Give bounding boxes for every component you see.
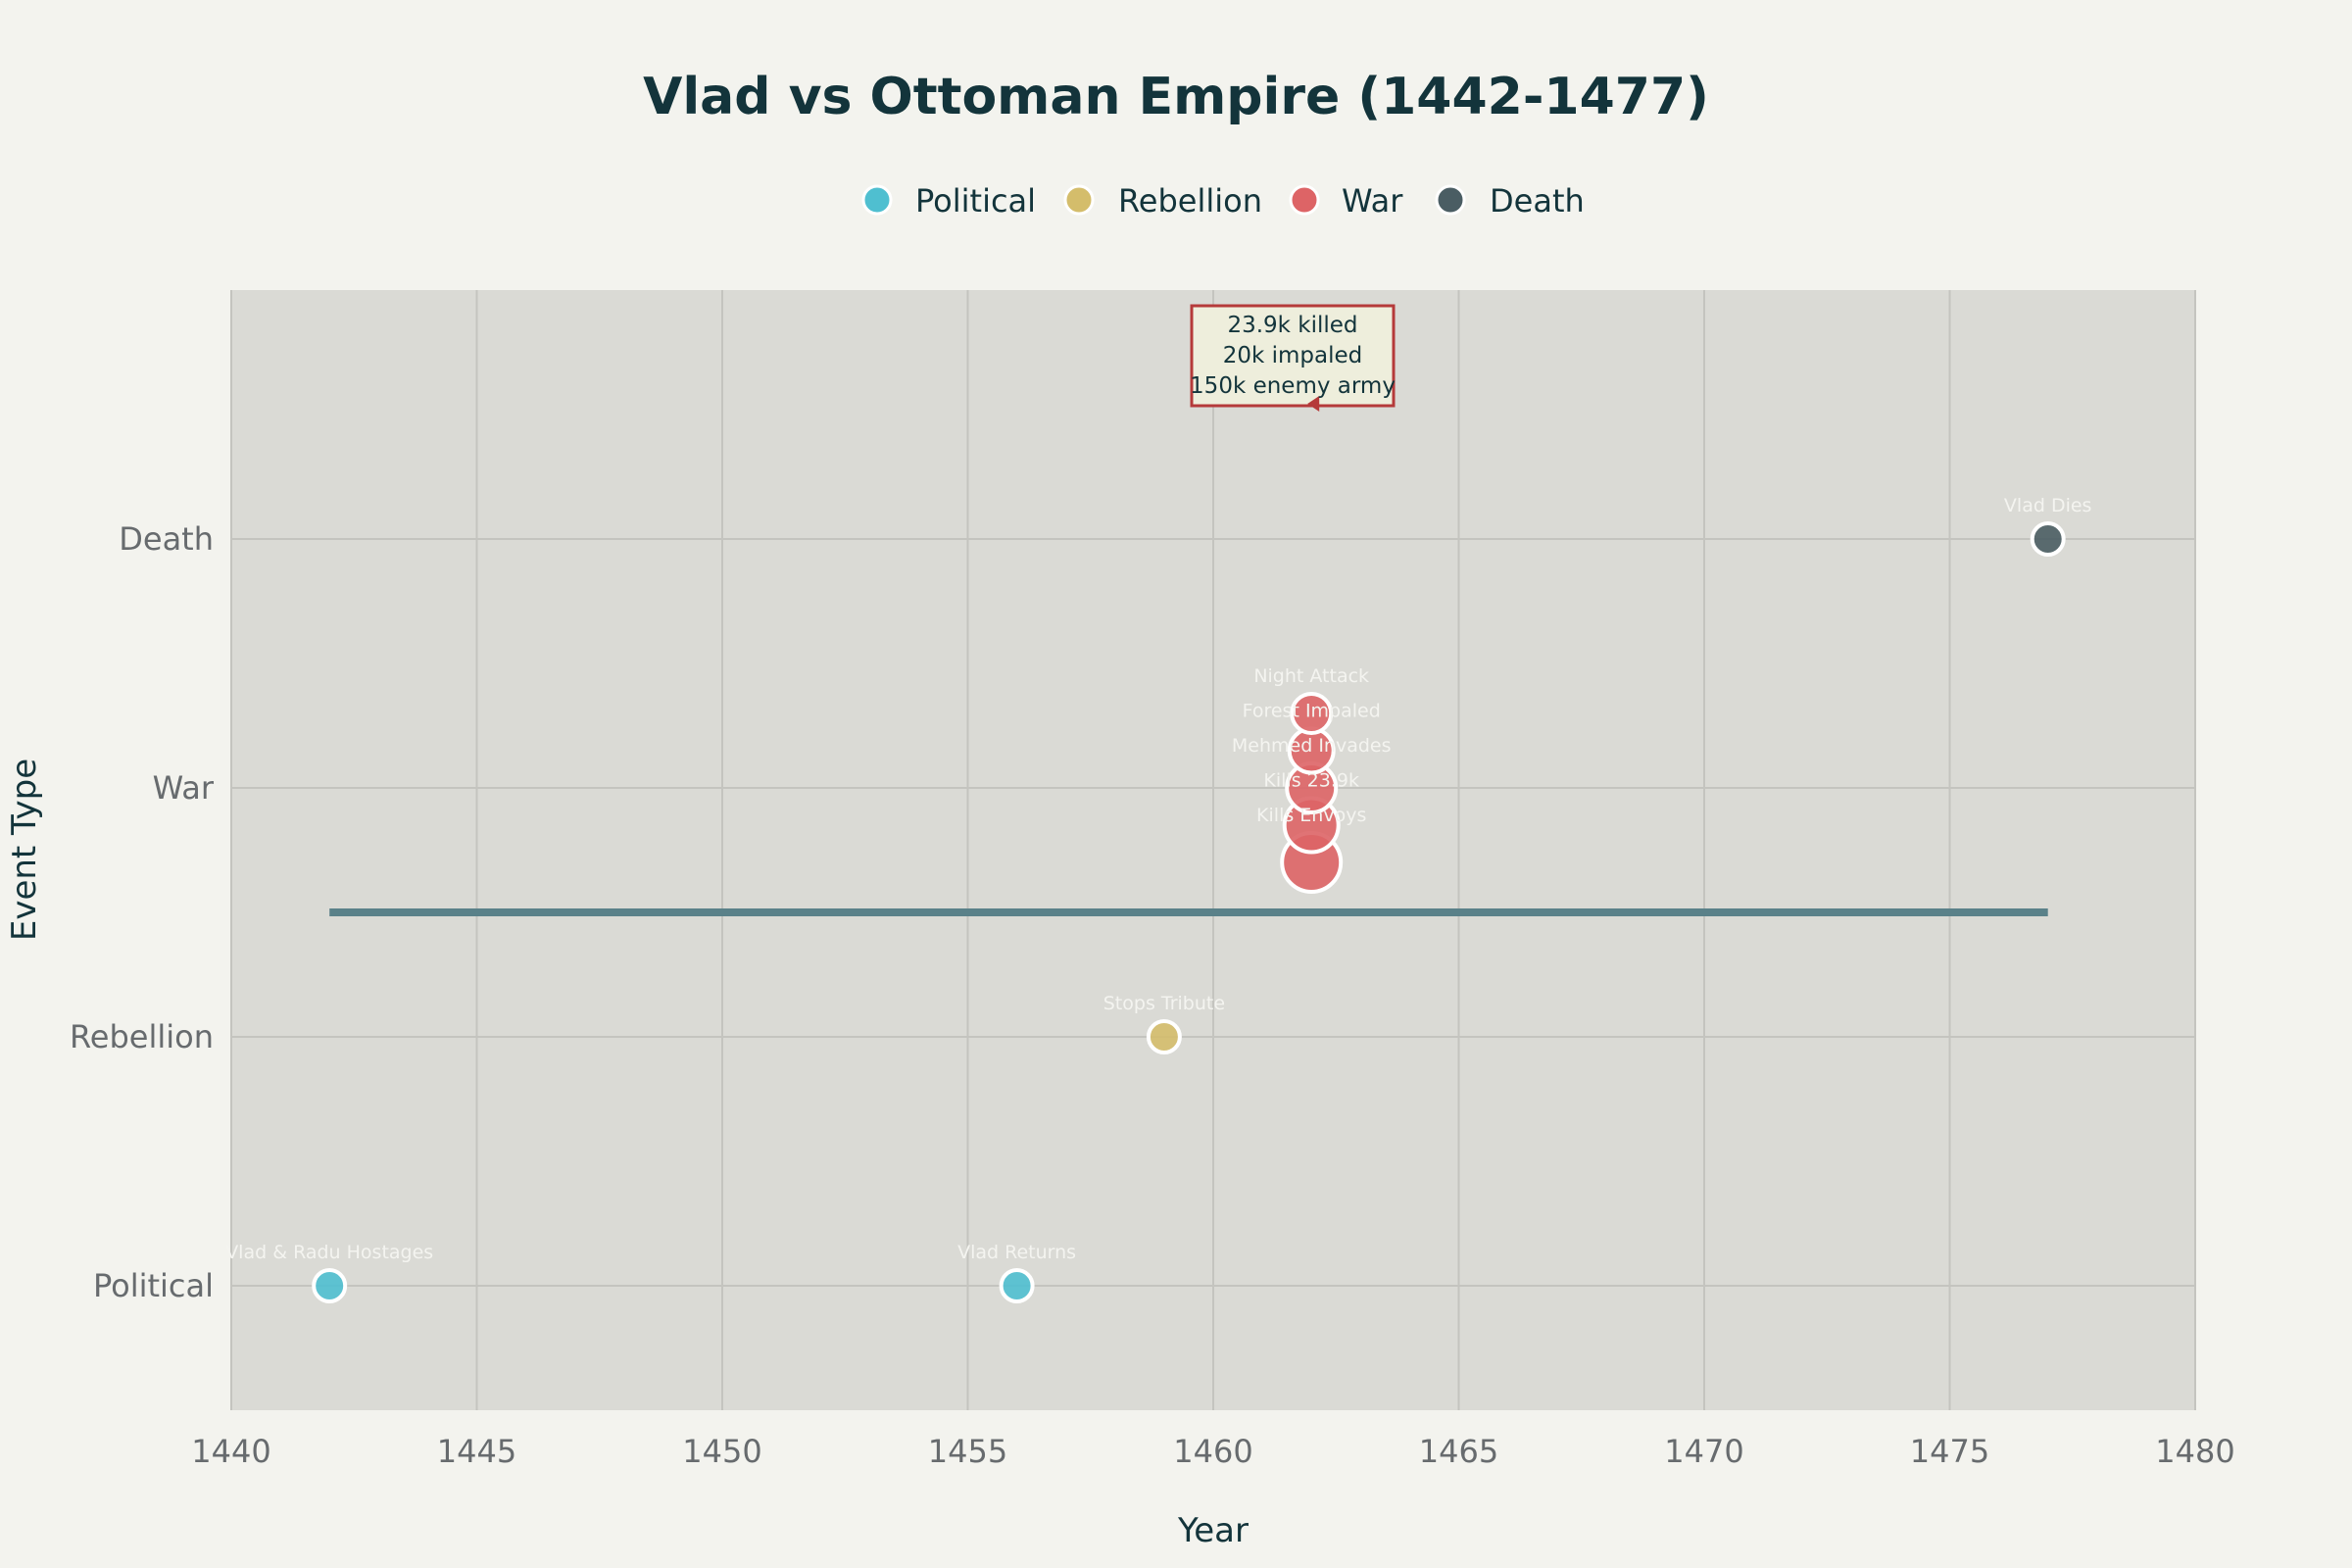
x-tick-1445: 1445 (437, 1433, 516, 1470)
point-label-vlad-dies: Vlad Dies (2004, 495, 2092, 516)
x-tick-1465: 1465 (1419, 1433, 1498, 1470)
x-tick-1470: 1470 (1664, 1433, 1743, 1470)
gridlines (230, 290, 2196, 1410)
x-tick-1450: 1450 (682, 1433, 761, 1470)
points-layer (312, 521, 2066, 1303)
point-label-stops-tribute: Stops Tribute (1103, 993, 1225, 1014)
legend-label-war: War (1342, 182, 1403, 220)
point-label-kills-23-9k: Kills 23.9k (1263, 770, 1359, 792)
point-labels-layer: Vlad & Radu Hostages Vlad Returns Stops Tr… (225, 495, 2091, 1263)
annotation-line-2: 20k impaled (1223, 343, 1363, 368)
y-axis-ticks: Political Rebellion War Death (70, 520, 215, 1304)
legend-label-rebellion: Rebellion (1118, 182, 1262, 220)
point-label-kills-envoys: Kills Envoys (1256, 805, 1366, 826)
legend-item-war[interactable]: War (1289, 182, 1403, 220)
x-axis-title: Year (1177, 1511, 1249, 1550)
legend: Political Rebellion War Death (861, 182, 1585, 220)
point-vlad-radu-hostages[interactable] (312, 1268, 348, 1303)
legend-marker-political (861, 184, 893, 216)
legend-marker-rebellion (1063, 184, 1095, 216)
x-tick-1475: 1475 (1910, 1433, 1989, 1470)
x-tick-1460: 1460 (1173, 1433, 1252, 1470)
point-label-forest-impaled: Forest Impaled (1243, 701, 1381, 722)
chart-title: Vlad vs Ottoman Empire (1442-1477) (643, 68, 1709, 126)
point-stops-tribute[interactable] (1146, 1019, 1182, 1054)
point-label-night-attack: Night Attack (1253, 665, 1369, 687)
legend-label-political: Political (915, 182, 1036, 220)
y-tick-death: Death (119, 520, 214, 558)
annotation-arrowhead (1307, 396, 1320, 412)
legend-label-death: Death (1490, 182, 1585, 220)
x-tick-1455: 1455 (928, 1433, 1007, 1470)
point-vlad-returns[interactable] (999, 1268, 1035, 1303)
legend-item-rebellion[interactable]: Rebellion (1063, 182, 1262, 220)
y-axis-title: Event Type (5, 759, 44, 941)
point-vlad-dies[interactable] (2030, 521, 2066, 557)
y-tick-rebellion: Rebellion (70, 1018, 214, 1055)
y-tick-political: Political (93, 1267, 214, 1304)
legend-marker-war (1289, 184, 1320, 216)
legend-item-political[interactable]: Political (861, 182, 1036, 220)
annotation-box (1190, 304, 1396, 408)
point-label-vlad-radu-hostages: Vlad & Radu Hostages (225, 1242, 433, 1263)
x-axis-ticks: 1440 1445 1450 1455 1460 1465 1470 1475 1480 (191, 1433, 2234, 1470)
point-label-vlad-returns: Vlad Returns (957, 1242, 1076, 1263)
annotation-line-1: 23.9k killed (1227, 313, 1357, 338)
legend-marker-death (1435, 184, 1466, 216)
x-tick-1480: 1480 (2155, 1433, 2234, 1470)
annotation-line-3: 150k enemy army (1190, 373, 1396, 399)
y-tick-war: War (153, 769, 215, 807)
annotation-layer: 23.9k killed 20k impaled 150k enemy army (1190, 304, 1396, 412)
point-label-mehmed-invades: Mehmed Invades (1232, 735, 1392, 757)
point-night-attack[interactable] (1290, 692, 1334, 735)
x-tick-1440: 1440 (191, 1433, 270, 1470)
legend-item-death[interactable]: Death (1435, 182, 1585, 220)
